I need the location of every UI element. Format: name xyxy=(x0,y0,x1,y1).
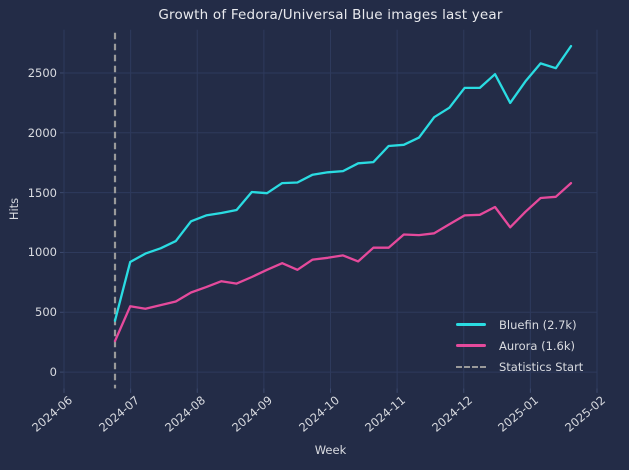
x-axis-label: Week xyxy=(314,443,347,457)
chart-title: Growth of Fedora/Universal Blue images l… xyxy=(158,7,503,23)
legend: Bluefin (2.7k) Aurora (1.6k) Statistics … xyxy=(456,314,583,377)
bluefin-line-swatch xyxy=(456,323,486,326)
y-tick-label: 2500 xyxy=(27,65,57,80)
legend-item-aurora: Aurora (1.6k) xyxy=(456,335,583,356)
legend-label-aurora: Aurora (1.6k) xyxy=(499,338,576,353)
x-tick-label: 2024-10 xyxy=(295,393,342,435)
x-tick-label: 2024-11 xyxy=(362,393,409,435)
y-axis-label: Hits xyxy=(7,197,21,221)
x-tick-label: 2024-08 xyxy=(162,393,209,435)
y-tick-label: 1500 xyxy=(27,185,57,200)
y-tick-label: 2000 xyxy=(27,125,57,140)
y-tick-label: 1000 xyxy=(27,245,57,260)
x-tick-label: 2024-07 xyxy=(95,393,142,435)
x-tick-label: 2024-09 xyxy=(229,393,275,435)
legend-label-statistics-start: Statistics Start xyxy=(499,359,584,374)
x-tick-label: 2025-01 xyxy=(495,393,542,435)
x-axis-tick-labels: 2024-06 2024-07 2024-08 2024-09 2024-10 2024-… xyxy=(0,393,629,453)
x-tick-label: 2024-06 xyxy=(29,393,75,435)
legend-item-bluefin: Bluefin (2.7k) xyxy=(456,314,583,335)
x-tick-label: 2025-02 xyxy=(562,393,608,435)
y-tick-label: 500 xyxy=(35,305,57,320)
y-tick-label: 0 xyxy=(49,365,57,380)
legend-label-bluefin: Bluefin (2.7k) xyxy=(499,317,577,332)
legend-item-statistics-start: Statistics Start xyxy=(456,356,583,377)
aurora-line-swatch xyxy=(456,344,486,347)
statistics-start-dash-swatch xyxy=(456,365,486,368)
x-tick-label: 2024-12 xyxy=(428,393,475,435)
